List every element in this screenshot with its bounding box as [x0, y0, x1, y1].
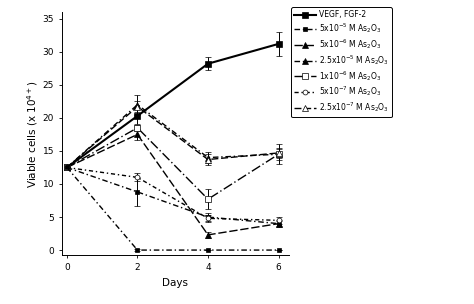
X-axis label: Days: Days [163, 278, 188, 288]
Y-axis label: Viable cells (x 10$^{4+}$): Viable cells (x 10$^{4+}$) [25, 80, 40, 188]
Legend: VEGF, FGF-2, 5x10$^{-5}$ M As$_2$O$_3$, 5x10$^{-6}$ M As$_2$O$_3$, 2.5x10$^{-5}$: VEGF, FGF-2, 5x10$^{-5}$ M As$_2$O$_3$, … [292, 7, 392, 117]
